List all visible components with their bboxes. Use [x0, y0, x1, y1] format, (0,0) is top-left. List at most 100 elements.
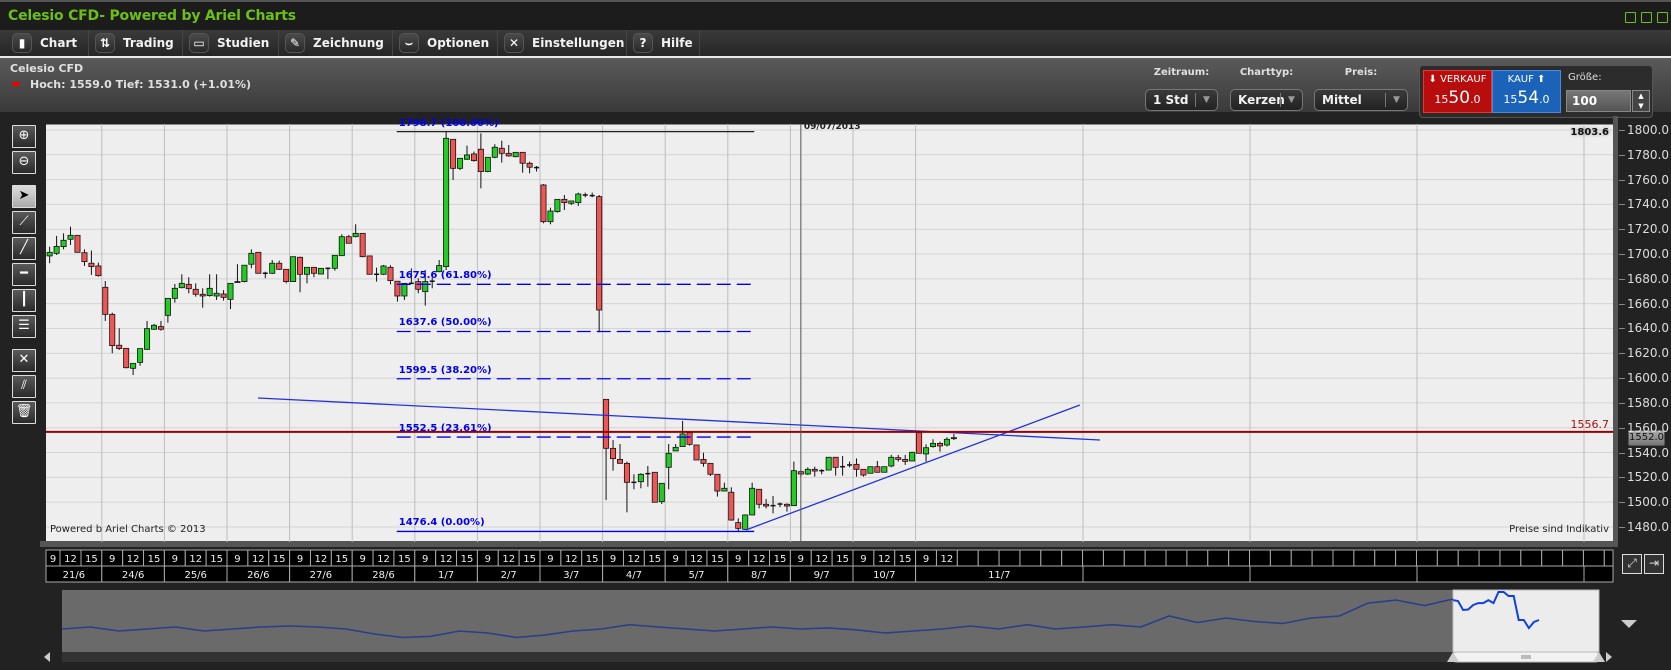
vertical-line-tool-button[interactable]: ┃ [12, 289, 36, 312]
charttyp-select[interactable]: Kerzen ▼ [1230, 89, 1303, 111]
candle-body [484, 156, 491, 172]
day-cell-label: 11/7 [988, 570, 1010, 581]
zoom-in-tool-button[interactable]: ⊕ [12, 125, 36, 148]
channel-tool-button[interactable]: ⫽ [12, 375, 36, 398]
candle-body [394, 280, 401, 297]
y-axis-label: 1520.0 [1627, 470, 1669, 485]
time-cell-label: 12 [64, 554, 77, 565]
candle [366, 255, 373, 275]
candle [651, 471, 658, 503]
candle-body [707, 462, 714, 475]
navigator-visible-line [1452, 591, 1540, 630]
candle [338, 234, 345, 257]
candle [325, 267, 331, 279]
chart-plot-area[interactable] [46, 124, 1613, 542]
fibonacci-level-label: 1798.7 (100.00%) [398, 117, 499, 129]
candle [589, 192, 595, 198]
candle [804, 467, 811, 476]
fibonacci-tool-button[interactable]: ☰ [12, 315, 36, 338]
toolbar-chart[interactable]: ▮ Chart [6, 30, 89, 56]
time-cell-label: 9 [50, 554, 56, 565]
toolbar-trading[interactable]: ⇅ Trading [89, 30, 183, 56]
time-cell [1520, 549, 1543, 567]
candle-body [227, 282, 234, 300]
candle-body [178, 282, 185, 289]
time-cell-label: 9 [172, 554, 178, 565]
fibonacci-level-label: 1675.6 (61.80%) [398, 270, 492, 282]
zoom-out-tool-button[interactable]: ⊖ [12, 151, 36, 174]
candle [930, 439, 937, 448]
candle-body [116, 344, 123, 349]
studies-icon: ▭ [189, 33, 209, 53]
candle-body [679, 433, 686, 448]
candle [387, 265, 394, 285]
candle [345, 234, 352, 244]
toolbar-zeichnung[interactable]: ✎ Zeichnung [279, 30, 393, 56]
collapse-triangle-icon[interactable] [1621, 620, 1637, 628]
pointer-tool-button[interactable]: ➤ [12, 185, 36, 208]
candle-body [477, 148, 484, 172]
hline-label: 1556.7 [1570, 417, 1610, 431]
size-stepper[interactable]: ▲ ▼ [1632, 90, 1650, 112]
horizontal-line-tool-button[interactable]: ━ [12, 263, 36, 286]
time-cell-label: 12 [565, 554, 578, 565]
maximize-button[interactable] [1641, 12, 1652, 23]
candle-body [206, 287, 213, 297]
time-cell-label: 15 [648, 554, 661, 565]
candle-body [832, 456, 839, 468]
fibonacci-level-label: 1552.5 (23.61%) [398, 423, 492, 435]
trash-tool-button[interactable]: 🗑 [12, 401, 36, 424]
candle-body [909, 451, 916, 462]
y-tick [1619, 353, 1625, 355]
candle [783, 503, 790, 512]
fullscreen-button[interactable]: ⤢ [1622, 554, 1642, 574]
time-cell-label: 12 [815, 554, 828, 565]
candle [923, 444, 930, 462]
close-button[interactable] [1657, 12, 1668, 23]
zeitraum-select[interactable]: 1 Std ▼ [1145, 89, 1218, 111]
minimize-button[interactable] [1625, 12, 1636, 23]
candle-body [825, 456, 832, 471]
time-cell [1457, 549, 1480, 567]
size-input[interactable]: 100 [1566, 90, 1631, 112]
trendline-tool-button[interactable]: ⟋ [12, 211, 36, 234]
exit-button[interactable]: ⇥ [1644, 554, 1664, 574]
candle [950, 433, 957, 441]
toolbar-optionen[interactable]: ⌣ Optionen [393, 30, 498, 56]
candle [679, 420, 686, 448]
preis-select[interactable]: Mittel ▼ [1314, 89, 1408, 111]
candle [276, 260, 283, 270]
candle-body [902, 458, 909, 462]
sell-button[interactable]: ⬇ VERKAUF 1550.0 [1423, 70, 1492, 113]
toolbar-studien[interactable]: ▭ Studien [183, 30, 279, 56]
trend-down-icon [11, 82, 21, 88]
toolbar-hilfe[interactable]: ? Hilfe [627, 30, 700, 56]
arrow-down-icon: ⬇ [1428, 74, 1441, 85]
candle-body [491, 146, 498, 158]
exit-icon: ⇥ [1648, 556, 1660, 570]
candle [255, 251, 262, 274]
navigator-scroll-track [62, 652, 1453, 662]
toolbar-einstellungen[interactable]: ✕ Einstellungen [498, 30, 627, 56]
size-label: Größe: [1568, 72, 1602, 83]
time-cell-label: 9 [735, 554, 741, 565]
chevron-down-icon: ▼ [1195, 93, 1217, 107]
candle-body [874, 466, 881, 473]
candle-body [380, 265, 387, 275]
tools-icon: ✕ [504, 33, 524, 53]
instrument-bar: Celesio CFD Hoch: 1559.0 Tief: 1531.0 (+… [0, 58, 1671, 118]
candle [213, 274, 220, 300]
candle-body [255, 251, 262, 274]
candle [457, 157, 464, 170]
time-cell [1395, 549, 1417, 567]
candle [380, 264, 387, 275]
candle [847, 461, 853, 468]
line-tool-button[interactable]: ╱ [12, 237, 36, 260]
fan-tool-button[interactable]: ✕ [12, 349, 36, 372]
navigator[interactable] [44, 589, 1612, 663]
candle [770, 495, 776, 514]
trade-panel: ⬇ VERKAUF 1550.0 KAUF ⬆ 1554.0 Größe: 10… [1419, 65, 1653, 118]
crosshair-date-label: 09/07/2013 [803, 122, 861, 132]
buy-button[interactable]: KAUF ⬆ 1554.0 [1492, 70, 1561, 113]
candle [171, 283, 178, 303]
